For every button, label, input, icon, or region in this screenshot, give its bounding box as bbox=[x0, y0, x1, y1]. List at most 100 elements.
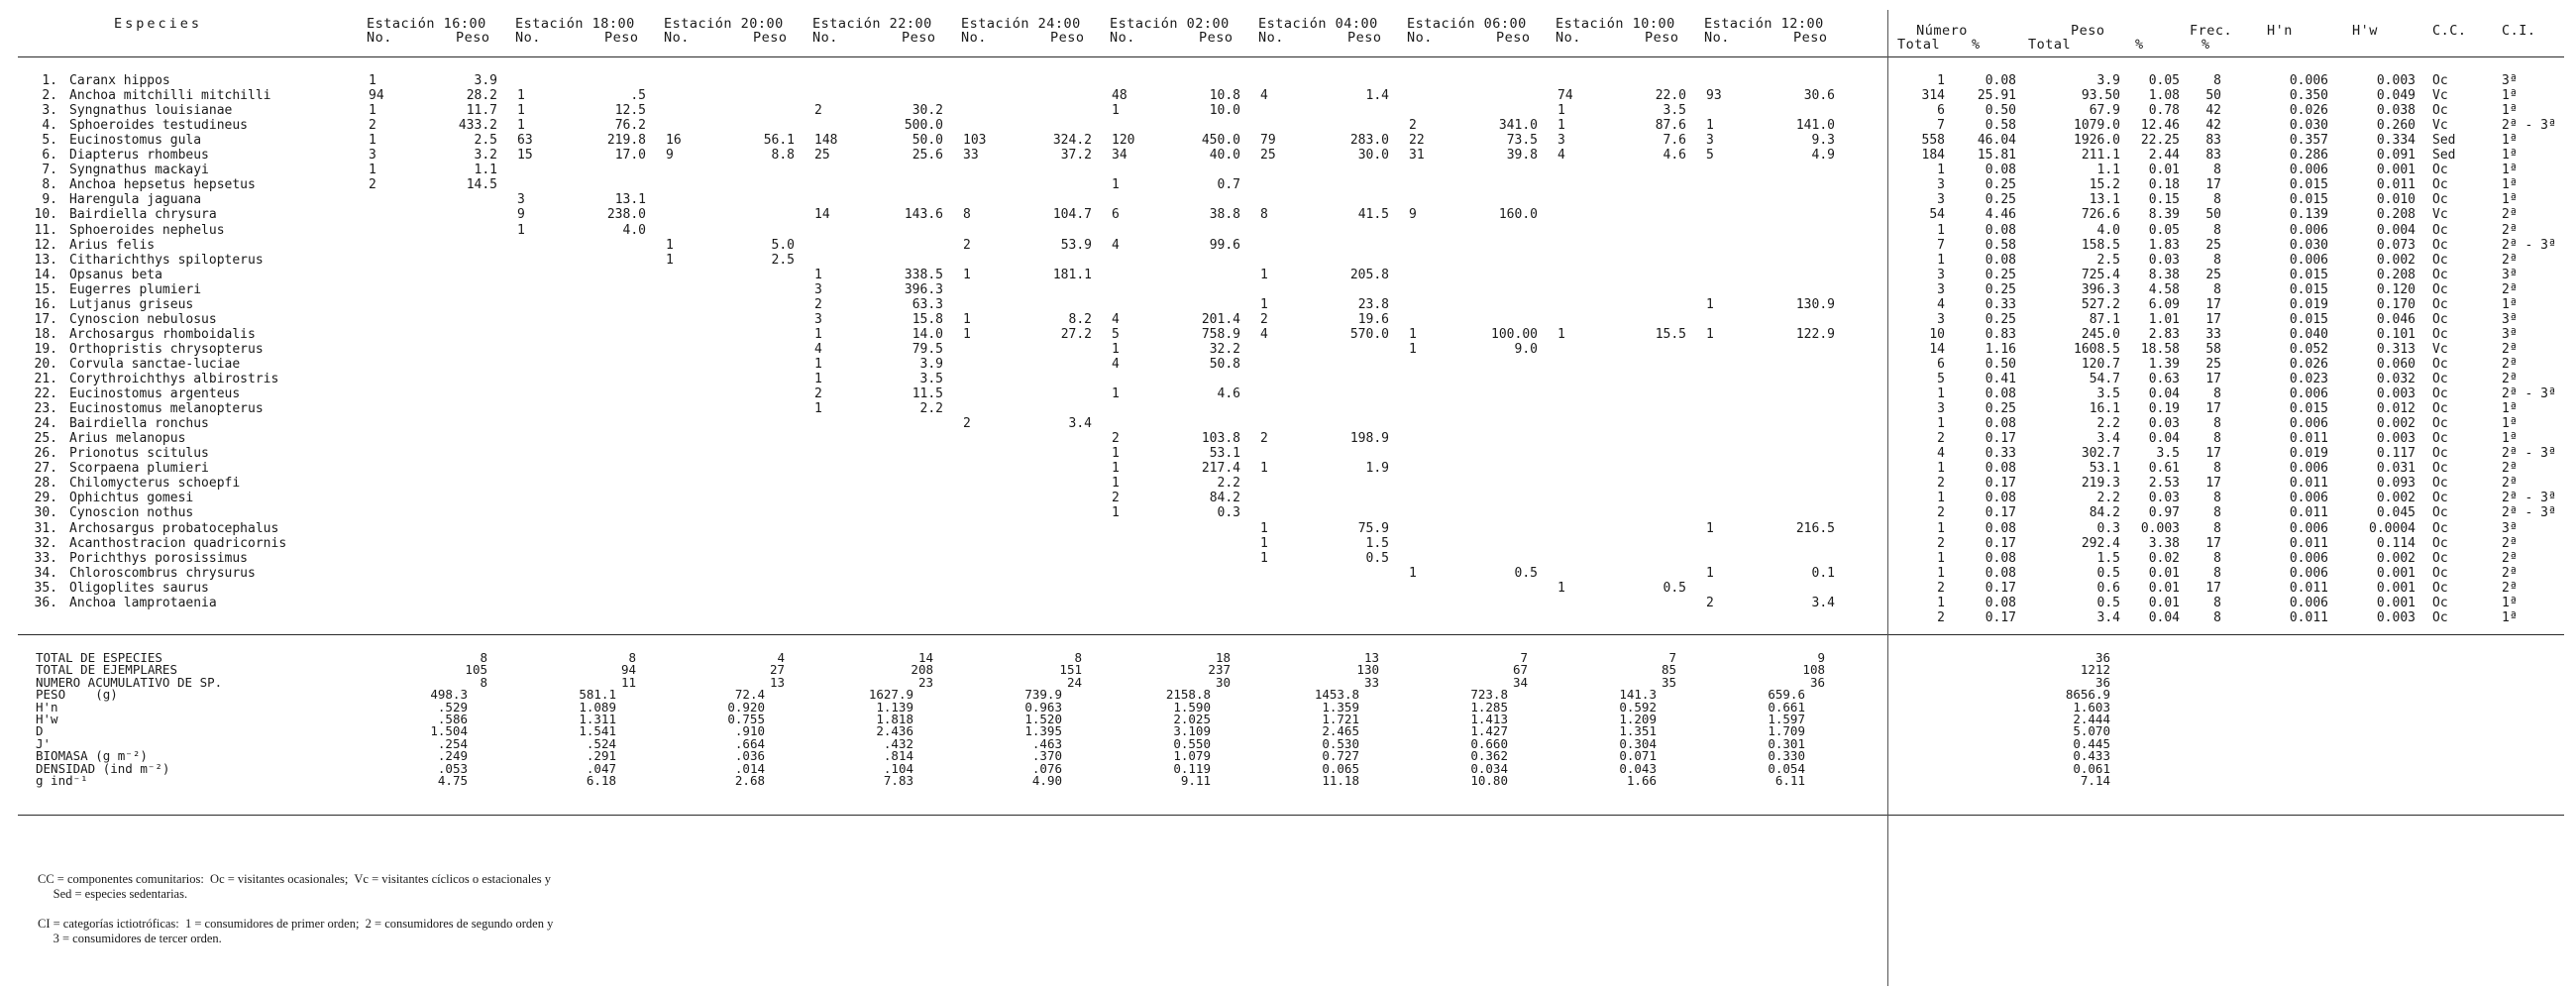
station-weight: 216.5 bbox=[1795, 520, 1835, 536]
summary-cell: 2ª bbox=[2502, 580, 2518, 596]
station-count: 9 bbox=[517, 207, 525, 223]
station-count: 1 bbox=[1409, 565, 1417, 581]
summary-cell: 0.004 bbox=[2376, 222, 2415, 238]
summary-cell: 0.41 bbox=[1985, 372, 2016, 386]
summary-cell: 0.17 bbox=[1985, 609, 2016, 625]
summary-cell: 2ª bbox=[2502, 222, 2518, 238]
summary-cell: 0.045 bbox=[2376, 505, 2415, 521]
summary-cell: 292.4 bbox=[2081, 535, 2120, 551]
station-weight: 3.5 bbox=[1663, 103, 1686, 119]
summary-cell: 0.012 bbox=[2376, 401, 2415, 417]
summary-cell: 17 bbox=[2205, 372, 2221, 386]
station-count: 1 bbox=[1557, 103, 1565, 119]
summary-cell: 0.01 bbox=[2148, 595, 2180, 610]
summary-cell: 2ª bbox=[2502, 372, 2518, 386]
summary-cell: 8.39 bbox=[2148, 207, 2180, 223]
summary-cell: 8 bbox=[2213, 73, 2221, 88]
station-header: Estación 18:00 bbox=[515, 16, 635, 32]
summary-cell: 13.1 bbox=[2089, 192, 2120, 208]
station-count: 2 bbox=[1112, 491, 1120, 506]
totals-overall: 36 bbox=[2094, 674, 2110, 690]
station-weight: 0.5 bbox=[1365, 550, 1389, 566]
species-name: Caranx hippos bbox=[69, 73, 170, 88]
cc-footnote-line2: Sed = especies sedentarias. bbox=[38, 887, 188, 901]
summary-cell: 2ª - 3ª bbox=[2502, 118, 2556, 134]
station-no-header: No. bbox=[1556, 30, 1581, 46]
summary-cell: 6 bbox=[1937, 356, 1945, 372]
station-weight: 3.5 bbox=[919, 372, 943, 386]
summary-cell: 0.002 bbox=[2376, 491, 2415, 506]
summary-cell: 3ª bbox=[2502, 520, 2518, 536]
species-index: 26. bbox=[34, 446, 57, 462]
summary-cell: 67.9 bbox=[2089, 103, 2120, 119]
totals-value: 0.660 bbox=[1470, 735, 1508, 751]
summary-cell: 0.031 bbox=[2376, 461, 2415, 477]
station-peso-header: Peso bbox=[1347, 30, 1382, 46]
species-index: 11. bbox=[34, 222, 57, 238]
totals-value: 0.119 bbox=[1173, 760, 1211, 776]
summary-cell: 1ª bbox=[2502, 609, 2518, 625]
summary-cell: 2ª bbox=[2502, 535, 2518, 551]
summary-cell: 0.58 bbox=[1985, 118, 2016, 134]
station-count: 1 bbox=[963, 267, 971, 282]
summary-cell: Vc bbox=[2432, 207, 2448, 223]
species-index: 20. bbox=[34, 356, 57, 372]
summary-cell: 2.83 bbox=[2148, 326, 2180, 342]
summary-cell: 1 bbox=[1937, 222, 1945, 238]
totals-overall: 7.14 bbox=[2080, 773, 2110, 788]
summary-cell: 1 bbox=[1937, 73, 1945, 88]
summary-cell: 1 bbox=[1937, 461, 1945, 477]
station-count: 1 bbox=[369, 73, 376, 88]
summary-cell: 14 bbox=[1929, 341, 1945, 357]
totals-value: 34 bbox=[1512, 674, 1528, 690]
summary-cell: 1ª bbox=[2502, 103, 2518, 119]
totals-value: 0.727 bbox=[1322, 748, 1359, 764]
station-peso-header: Peso bbox=[456, 30, 490, 46]
summary-cell: 33 bbox=[2205, 326, 2221, 342]
station-count: 4 bbox=[1260, 88, 1268, 104]
totals-value: 13 bbox=[1363, 650, 1379, 665]
summary-cell: 50 bbox=[2205, 88, 2221, 104]
summary-cell: 0.006 bbox=[2289, 550, 2328, 566]
species-name: Bairdiella ronchus bbox=[69, 416, 209, 432]
summary-cell: 0.015 bbox=[2289, 401, 2328, 417]
summary-cell: 0.011 bbox=[2376, 177, 2415, 193]
summary-cell: 1 bbox=[1937, 386, 1945, 402]
station-header: Estación 02:00 bbox=[1110, 16, 1230, 32]
summary-cell: 0.08 bbox=[1985, 595, 2016, 610]
summary-cell: 25 bbox=[2205, 267, 2221, 282]
station-count: 33 bbox=[963, 148, 979, 164]
summary-cell: 0.08 bbox=[1985, 252, 2016, 268]
station-count: 48 bbox=[1112, 88, 1127, 104]
totals-value: 33 bbox=[1363, 674, 1379, 690]
species-name: Arius felis bbox=[69, 237, 156, 253]
totals-label: H'n bbox=[36, 699, 58, 715]
station-count: 63 bbox=[517, 133, 533, 149]
summary-divider bbox=[1887, 10, 1888, 986]
station-count: 2 bbox=[814, 296, 822, 312]
station-header: Estación 10:00 bbox=[1556, 16, 1675, 32]
summary-cell: 42 bbox=[2205, 118, 2221, 134]
totals-value: 4.75 bbox=[437, 773, 468, 788]
station-count: 1 bbox=[666, 252, 674, 268]
totals-value: 659.6 bbox=[1768, 687, 1805, 703]
station-weight: 1.9 bbox=[1365, 461, 1389, 477]
summary-cell: 53.1 bbox=[2089, 461, 2120, 477]
station-weight: 4.9 bbox=[1811, 148, 1835, 164]
summary-cell: 2.44 bbox=[2148, 148, 2180, 164]
summary-cell: 0.011 bbox=[2289, 535, 2328, 551]
station-weight: 0.3 bbox=[1217, 505, 1240, 521]
summary-cell: 0.01 bbox=[2148, 565, 2180, 581]
species-index: 28. bbox=[34, 476, 57, 492]
station-weight: 28.2 bbox=[466, 88, 497, 104]
species-index: 4. bbox=[42, 118, 57, 134]
summary-cell: Sed bbox=[2432, 148, 2456, 164]
summary-cell: 0.003 bbox=[2376, 386, 2415, 402]
summary-cell: 3 bbox=[1937, 192, 1945, 208]
summary-cell: 8 bbox=[2213, 431, 2221, 447]
totals-value: 85 bbox=[1661, 662, 1676, 678]
station-count: 2 bbox=[1260, 431, 1268, 447]
summary-cell: 0.63 bbox=[2148, 372, 2180, 386]
station-no-header: No. bbox=[515, 30, 541, 46]
summary-cell: 42 bbox=[2205, 103, 2221, 119]
